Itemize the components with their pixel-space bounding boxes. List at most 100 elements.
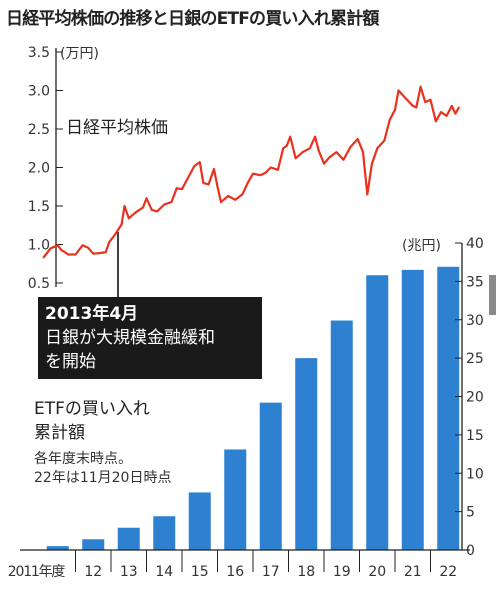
nikkei-point [198,161,201,164]
right-tick-label: 5 [466,505,475,521]
etf-bar [188,492,211,550]
etf-bar [117,527,140,550]
x-tick-label: 17 [262,564,280,580]
nikkei-point [383,139,386,142]
etf-bar [153,516,176,550]
nikkei-point [145,197,148,200]
x-tick-label: 22 [439,564,457,580]
nikkei-point [289,135,292,138]
nikkei-point [445,115,448,117]
nikkei-point [150,208,153,211]
nikkei-point [388,118,391,121]
etf-bar [330,320,353,550]
left-axis-unit: (万円) [60,46,99,62]
annotation-text: 日銀が大規模金融緩和 [45,328,215,348]
etf-note: 各年度末時点。 [34,451,132,467]
nikkei-point [207,183,210,186]
nikkei-point [458,106,460,109]
x-tick-label: 20 [368,564,386,580]
left-tick-label: 0.5 [28,276,50,292]
nikkei-point [81,244,84,247]
nikkei-point [314,135,317,138]
etf-bar [46,546,69,550]
x-tick-label: 18 [297,564,315,580]
nikkei-point [411,105,414,107]
nikkei-point [276,168,279,171]
nikkei-point [234,198,237,201]
nikkei-point [308,147,311,150]
nikkei-point [356,138,359,140]
x-tick-label: 19 [333,564,351,580]
left-tick-label: 3.5 [28,45,50,61]
nikkei-point [181,188,183,190]
scrollbar[interactable] [489,275,496,315]
nikkei-series-label: 日経平均株価 [66,118,168,138]
nikkei-point [317,149,320,152]
nikkei-point [108,241,111,244]
nikkei-point [127,217,130,220]
x-tick-label: 14 [155,564,173,580]
x-tick-label: 21 [404,564,422,580]
annotation-text: 2013年4月 [45,303,138,324]
left-tick-label: 3.0 [28,84,50,100]
nikkei-point [120,223,123,226]
nikkei-point [362,151,364,154]
nikkei-point [216,185,219,188]
nikkei-point [123,205,126,207]
nikkei-point [241,193,244,196]
nikkei-point [454,112,457,115]
nikkei-point [376,147,379,150]
etf-bar [401,269,424,550]
right-tick-label: 35 [466,274,484,290]
right-tick-label: 0 [466,543,475,559]
nikkei-point [202,182,205,184]
right-tick-label: 20 [466,390,484,406]
nikkei-point [246,182,249,184]
nikkei-point [92,252,95,255]
left-tick-label: 2.5 [28,122,50,138]
nikkei-point [440,111,443,113]
nikkei-point [156,210,159,213]
nikkei-point [404,97,407,100]
etf-bar [259,402,282,550]
nikkei-point [134,211,137,214]
nikkei-point [434,120,437,123]
nikkei-point [394,108,396,111]
left-tick-label: 1.0 [28,238,50,254]
nikkei-line [42,85,460,259]
nikkei-point [415,106,418,109]
nikkei-point [227,195,230,197]
nikkei-point [328,156,331,159]
x-tick-label: 16 [226,564,244,580]
nikkei-point [397,89,400,92]
nikkei-point [60,248,63,251]
etf-note: 22年は11月20日時点 [34,470,171,486]
etf-bar [295,358,318,550]
nikkei-point [67,253,70,256]
annotation-text: を開始 [45,352,96,372]
nikkei-point [142,206,144,209]
nikkei-point [42,256,45,259]
nikkei-point [213,168,215,170]
right-tick-label: 15 [466,428,484,444]
nikkei-point [193,165,196,167]
nikkei-point [371,162,373,165]
nikkei-point [56,244,59,247]
nikkei-point [252,172,254,175]
etf-bar [224,449,247,550]
x-tick-label: 13 [120,564,138,580]
nikkei-point [335,151,338,154]
right-tick-label: 40 [466,236,484,252]
right-tick-label: 10 [466,466,484,482]
nikkei-point [366,193,369,196]
x-tick-label: 12 [84,564,102,580]
nikkei-point [301,151,304,154]
nikkei-point [220,201,222,204]
etf-bars [46,266,460,550]
nikkei-point [429,98,432,101]
right-tick-label: 30 [466,313,484,329]
nikkei-point [424,101,427,103]
nikkei-point [349,145,352,148]
nikkei-point [342,158,345,161]
